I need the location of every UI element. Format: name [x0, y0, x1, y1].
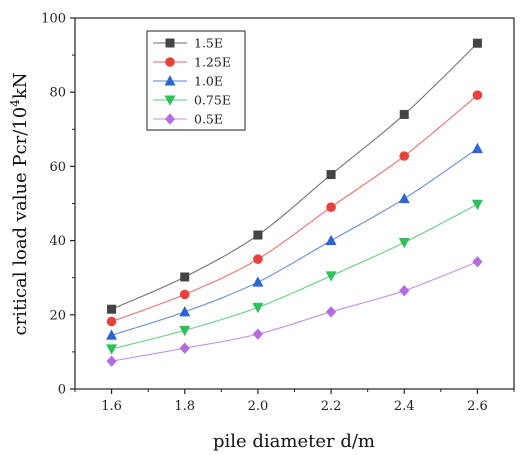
x-tick-label: 1.8: [174, 399, 195, 414]
x-tick-label: 2.2: [321, 399, 342, 414]
series-line: [111, 261, 478, 362]
data-point: [252, 328, 264, 340]
data-point: [253, 230, 263, 240]
legend: 1.5E 1.25E 1.0E 0.75E 0.5E: [146, 30, 246, 131]
legend-label: 0.75E: [194, 93, 231, 108]
legend-item: 0.75E: [153, 93, 231, 108]
data-point: [252, 276, 264, 287]
series-line: [111, 203, 478, 350]
legend-marker: [164, 75, 176, 86]
data-point: [472, 256, 483, 268]
data-point: [398, 192, 410, 204]
data-point: [179, 325, 191, 337]
data-point: [106, 355, 117, 367]
x-tick-label: 2.6: [467, 399, 488, 414]
data-point: [179, 342, 190, 354]
x-tick-label: 1.6: [101, 399, 122, 414]
y-axis-title: critical load value Pcr/104kN: [8, 73, 31, 336]
data-point: [472, 38, 482, 48]
y-tick-label: 60: [49, 160, 66, 175]
data-point: [252, 302, 264, 314]
x-tick-label: 2.4: [394, 399, 415, 414]
legend-marker: [165, 38, 175, 48]
legend-item: 1.5E: [153, 36, 223, 51]
series-0: [107, 38, 482, 314]
data-point: [253, 254, 263, 264]
series-4: [106, 256, 483, 367]
series-layer: [106, 38, 483, 367]
legend-marker: [164, 95, 176, 106]
data-point: [399, 151, 410, 161]
data-point: [106, 329, 118, 340]
series-3: [106, 199, 483, 355]
series-2: [106, 142, 483, 340]
legend-marker: [164, 113, 176, 125]
x-axis-title: pile diameter d/m: [213, 431, 375, 452]
legend-label: 0.5E: [194, 112, 223, 127]
data-point: [399, 285, 410, 297]
axis-ticks: 0 20 40 60 80 100 1.6 1.8 2.0 2.2 2.4 2.6: [41, 12, 515, 414]
legend-marker: [165, 57, 175, 67]
legend-item: 1.0E: [153, 74, 223, 89]
data-point: [325, 271, 337, 282]
x-tick-label: 2.0: [248, 399, 269, 414]
y-tick-label: 0: [58, 383, 66, 398]
data-point: [472, 90, 483, 100]
y-tick-label: 20: [49, 308, 66, 323]
data-point: [326, 202, 336, 213]
legend-label: 1.25E: [194, 55, 231, 70]
data-point: [180, 272, 190, 282]
data-point: [106, 344, 118, 355]
y-tick-label: 100: [41, 12, 66, 27]
data-point: [179, 305, 191, 317]
data-point: [398, 237, 410, 249]
data-point: [471, 142, 483, 154]
data-point: [325, 306, 337, 318]
data-point: [106, 316, 117, 327]
data-point: [471, 199, 483, 211]
series-1: [106, 90, 483, 327]
plot-border: [74, 17, 515, 390]
data-point: [179, 289, 190, 300]
y-axis-title-main: critical load value Pcr/10: [10, 107, 31, 336]
legend-label: 1.5E: [194, 36, 223, 51]
data-point: [326, 170, 336, 180]
y-axis-title-superscript: 4: [8, 99, 22, 107]
y-tick-label: 40: [49, 234, 66, 249]
legend-item: 1.25E: [153, 55, 231, 70]
series-line: [111, 148, 478, 336]
y-axis-title-unit: kN: [10, 73, 31, 100]
legend-label: 1.0E: [194, 74, 223, 89]
y-tick-label: 80: [49, 86, 66, 101]
data-point: [107, 304, 117, 314]
data-point: [399, 109, 409, 119]
data-point: [325, 234, 337, 246]
plot-frame: [74, 17, 515, 390]
legend-item: 0.5E: [153, 112, 223, 127]
